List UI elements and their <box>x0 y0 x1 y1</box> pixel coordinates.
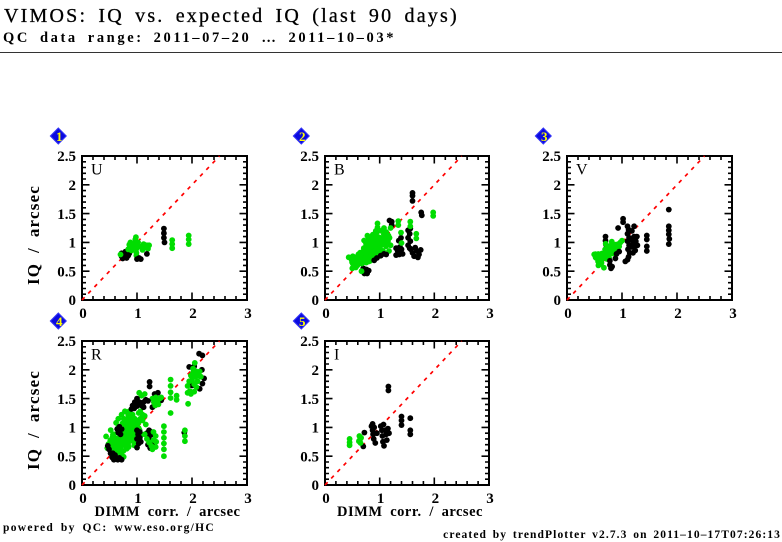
svg-text:5: 5 <box>299 314 306 329</box>
svg-text:1.5: 1.5 <box>57 207 76 223</box>
svg-text:DIMM corr. / arcsec: DIMM corr. / arcsec <box>95 504 241 520</box>
svg-text:2: 2 <box>674 306 682 322</box>
svg-text:3: 3 <box>486 491 494 507</box>
svg-text:1: 1 <box>56 129 63 144</box>
svg-text:0: 0 <box>312 293 320 309</box>
svg-text:1: 1 <box>554 236 562 252</box>
svg-text:1: 1 <box>69 421 77 437</box>
svg-text:V: V <box>576 162 588 179</box>
svg-text:3: 3 <box>244 491 252 507</box>
svg-text:1: 1 <box>377 306 385 322</box>
svg-text:2: 2 <box>432 491 440 507</box>
svg-text:2: 2 <box>189 491 197 507</box>
svg-text:0: 0 <box>564 306 572 322</box>
svg-text:1.5: 1.5 <box>300 392 319 408</box>
svg-text:1: 1 <box>134 491 142 507</box>
svg-text:2: 2 <box>312 363 320 379</box>
svg-text:1: 1 <box>134 306 142 322</box>
svg-text:2: 2 <box>69 363 77 379</box>
svg-text:U: U <box>91 162 103 179</box>
svg-text:IQ / arcsec: IQ / arcsec <box>24 185 43 285</box>
svg-text:2: 2 <box>189 306 197 322</box>
svg-text:0: 0 <box>79 491 87 507</box>
svg-text:IQ / arcsec: IQ / arcsec <box>24 370 43 470</box>
svg-text:0.5: 0.5 <box>300 449 319 465</box>
svg-text:B: B <box>334 162 345 179</box>
svg-text:2: 2 <box>69 178 77 194</box>
svg-text:2: 2 <box>312 178 320 194</box>
svg-text:0.5: 0.5 <box>542 264 561 280</box>
svg-text:3: 3 <box>486 306 494 322</box>
svg-text:2.5: 2.5 <box>542 149 561 165</box>
svg-text:2: 2 <box>554 178 562 194</box>
svg-text:1: 1 <box>377 491 385 507</box>
svg-text:4: 4 <box>56 314 63 329</box>
svg-text:R: R <box>91 347 102 364</box>
svg-text:2.5: 2.5 <box>300 334 319 350</box>
svg-text:1.5: 1.5 <box>57 392 76 408</box>
svg-text:2: 2 <box>299 129 306 144</box>
svg-text:I: I <box>334 347 339 364</box>
svg-text:1: 1 <box>312 236 320 252</box>
svg-text:1: 1 <box>69 236 77 252</box>
svg-text:1.5: 1.5 <box>542 207 561 223</box>
svg-text:2.5: 2.5 <box>57 334 76 350</box>
svg-text:0: 0 <box>312 478 320 494</box>
svg-text:0.5: 0.5 <box>57 264 76 280</box>
svg-text:0: 0 <box>69 478 77 494</box>
svg-text:1.5: 1.5 <box>300 207 319 223</box>
svg-text:DIMM corr. / arcsec: DIMM corr. / arcsec <box>337 504 483 520</box>
svg-text:2.5: 2.5 <box>57 149 76 165</box>
svg-text:3: 3 <box>541 129 548 144</box>
svg-text:0: 0 <box>322 306 330 322</box>
svg-text:0: 0 <box>322 491 330 507</box>
svg-text:0: 0 <box>554 293 562 309</box>
svg-text:3: 3 <box>729 306 737 322</box>
svg-text:1: 1 <box>619 306 627 322</box>
svg-text:2: 2 <box>432 306 440 322</box>
svg-text:3: 3 <box>244 306 252 322</box>
svg-text:0: 0 <box>69 293 77 309</box>
svg-text:2.5: 2.5 <box>300 149 319 165</box>
svg-text:1: 1 <box>312 421 320 437</box>
svg-text:0.5: 0.5 <box>57 449 76 465</box>
svg-text:0: 0 <box>79 306 87 322</box>
svg-text:0.5: 0.5 <box>300 264 319 280</box>
